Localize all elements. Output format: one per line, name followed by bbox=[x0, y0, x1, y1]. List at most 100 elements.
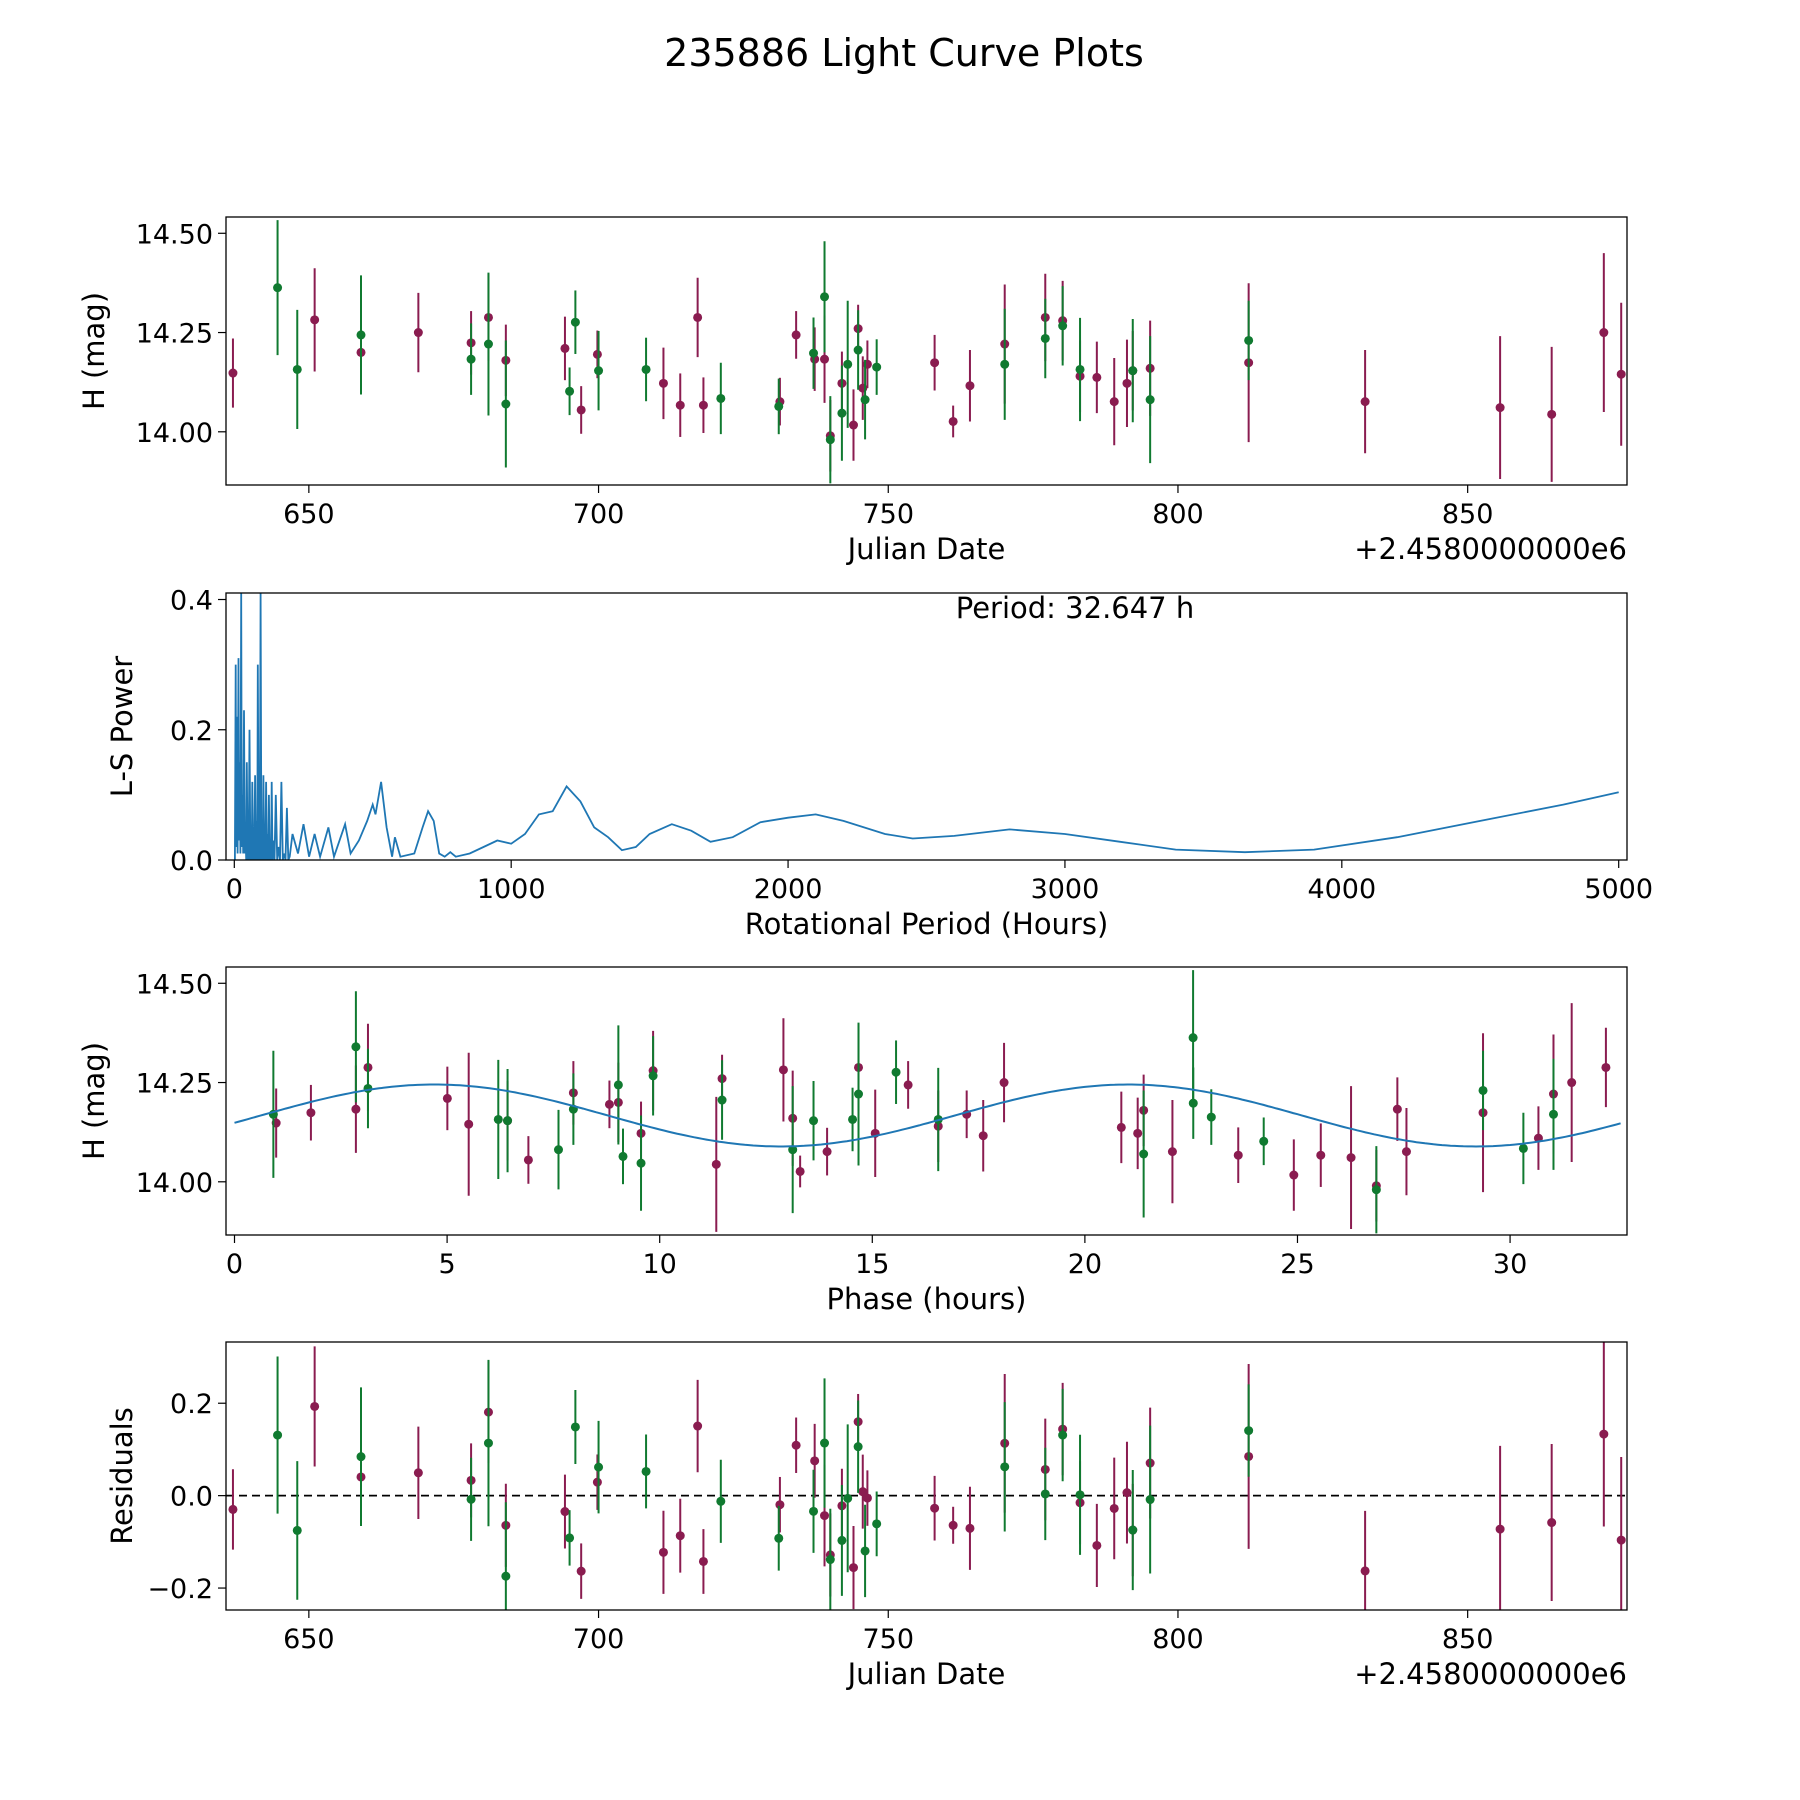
marker bbox=[356, 1452, 366, 1462]
y-tick-label: 0.2 bbox=[170, 716, 213, 747]
data-point bbox=[1058, 286, 1068, 366]
data-point bbox=[658, 1510, 668, 1594]
data-point bbox=[825, 1508, 835, 1610]
marker bbox=[848, 1563, 858, 1573]
x-tick-label: 850 bbox=[1442, 499, 1494, 530]
data-point bbox=[1145, 1425, 1155, 1574]
data-point bbox=[442, 1066, 452, 1131]
marker bbox=[1058, 321, 1068, 331]
marker bbox=[1092, 1540, 1102, 1550]
x-tick-label: 30 bbox=[1493, 1249, 1527, 1280]
data-point bbox=[791, 1417, 801, 1473]
data-point bbox=[862, 1470, 872, 1526]
marker bbox=[1092, 372, 1102, 382]
y-tick-label: 14.50 bbox=[136, 969, 213, 1000]
period-annotation: Period: 32.647 h bbox=[956, 591, 1195, 625]
marker bbox=[1392, 1104, 1402, 1114]
marker bbox=[825, 435, 835, 445]
data-point bbox=[483, 272, 493, 416]
data-point bbox=[1548, 1058, 1558, 1170]
marker bbox=[809, 1506, 819, 1516]
data-point bbox=[788, 1086, 798, 1214]
x-tick-label: 5000 bbox=[1584, 874, 1653, 905]
marker bbox=[1547, 1518, 1557, 1528]
x-tick-label: 0 bbox=[226, 1249, 243, 1280]
x-offset-label: +2.4580000000e6 bbox=[1354, 1657, 1627, 1691]
marker bbox=[351, 1042, 361, 1052]
y-tick-label: 14.50 bbox=[136, 219, 213, 250]
data-point bbox=[1040, 298, 1050, 379]
x-tick-label: 800 bbox=[1152, 499, 1204, 530]
marker bbox=[1495, 1524, 1505, 1534]
data-point bbox=[1547, 346, 1557, 482]
data-point bbox=[1495, 1445, 1505, 1610]
data-point bbox=[809, 1080, 819, 1161]
data-point bbox=[778, 1018, 788, 1122]
axes-frame bbox=[225, 216, 1628, 486]
data-point bbox=[853, 310, 863, 390]
data-point bbox=[822, 1127, 832, 1176]
marker bbox=[795, 1166, 805, 1176]
data-point bbox=[273, 1356, 283, 1514]
data-point bbox=[618, 1128, 628, 1185]
marker bbox=[1316, 1150, 1326, 1160]
data-point bbox=[1145, 336, 1155, 464]
marker bbox=[843, 359, 853, 369]
marker bbox=[820, 292, 830, 302]
data-point bbox=[791, 311, 801, 359]
data-point bbox=[413, 292, 423, 373]
marker bbox=[1567, 1078, 1577, 1088]
data-point bbox=[1075, 1434, 1085, 1555]
marker bbox=[570, 317, 580, 327]
marker bbox=[853, 345, 863, 355]
marker bbox=[570, 1422, 580, 1432]
y-axis-label: H (mag) bbox=[77, 1042, 111, 1160]
marker bbox=[837, 408, 847, 418]
marker bbox=[716, 393, 726, 403]
marker bbox=[413, 328, 423, 338]
data-point bbox=[903, 1061, 913, 1109]
marker bbox=[872, 1519, 882, 1529]
data-point bbox=[774, 378, 784, 435]
x-tick-label: 750 bbox=[862, 1624, 914, 1655]
marker bbox=[501, 399, 511, 409]
marker bbox=[999, 1078, 1009, 1088]
data-point bbox=[872, 1491, 882, 1557]
data-point bbox=[1244, 300, 1254, 381]
data-point bbox=[1601, 1027, 1611, 1108]
marker bbox=[576, 405, 586, 415]
marker bbox=[618, 1151, 628, 1161]
data-point bbox=[1188, 1067, 1198, 1139]
x-tick-label: 5 bbox=[439, 1249, 456, 1280]
x-tick-label: 4000 bbox=[1307, 874, 1376, 905]
data-point bbox=[930, 334, 940, 391]
marker bbox=[594, 366, 604, 376]
data-point bbox=[568, 1073, 578, 1145]
data-point bbox=[310, 268, 320, 372]
y-tick-label: 0.0 bbox=[170, 846, 213, 877]
marker bbox=[292, 1525, 302, 1535]
marker bbox=[860, 395, 870, 405]
marker bbox=[1145, 395, 1155, 405]
marker bbox=[576, 1566, 586, 1576]
data-point bbox=[594, 1420, 604, 1514]
marker bbox=[1289, 1170, 1299, 1180]
data-point bbox=[1092, 1503, 1102, 1588]
data-point bbox=[1289, 1139, 1299, 1211]
x-axis-label: Rotational Period (Hours) bbox=[745, 907, 1109, 941]
marker bbox=[1259, 1136, 1269, 1146]
marker bbox=[822, 1147, 832, 1157]
x-tick-label: 20 bbox=[1068, 1249, 1102, 1280]
marker bbox=[1188, 1098, 1198, 1108]
y-tick-label: 14.00 bbox=[136, 418, 213, 449]
x-offset-label: +2.4580000000e6 bbox=[1354, 532, 1627, 566]
marker bbox=[1128, 1525, 1138, 1535]
x-axis-label: Phase (hours) bbox=[827, 1282, 1027, 1316]
data-point bbox=[999, 1042, 1009, 1123]
marker bbox=[1040, 333, 1050, 343]
data-point bbox=[1167, 1100, 1177, 1204]
data-point bbox=[356, 1387, 366, 1526]
data-point bbox=[493, 1059, 503, 1180]
model-curve bbox=[234, 1083, 1621, 1148]
data-point bbox=[891, 1040, 901, 1104]
